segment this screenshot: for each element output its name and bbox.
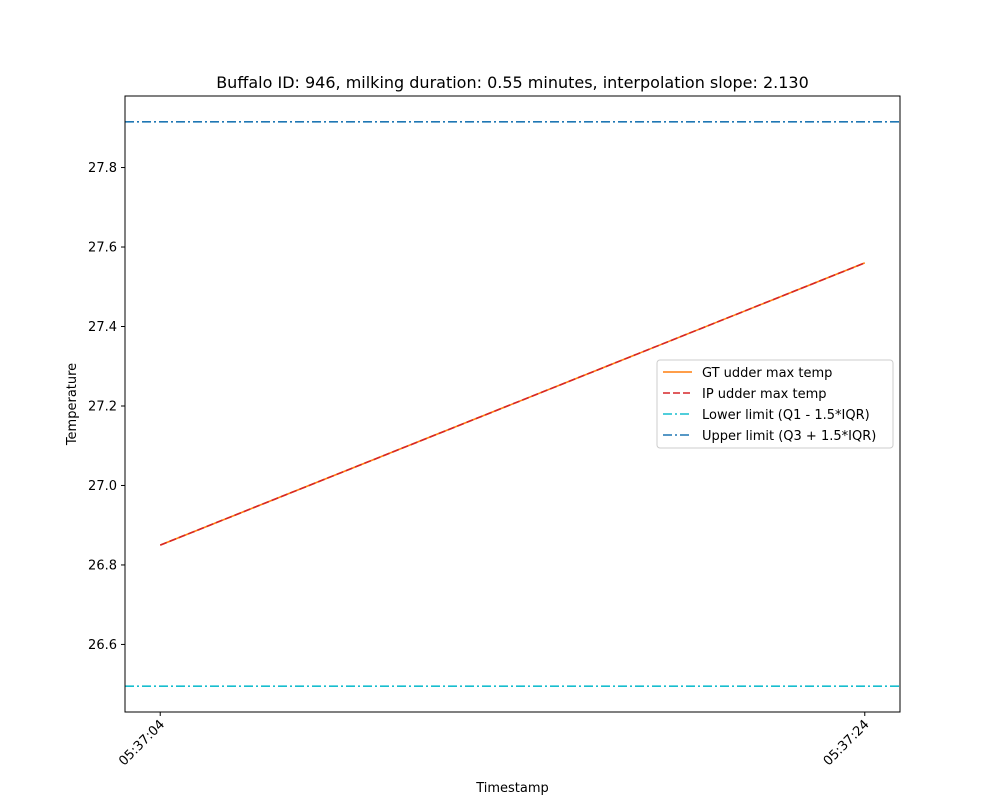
series-line-1: [159, 262, 866, 546]
x-axis: 05:37:04 05:37:24: [116, 712, 873, 769]
plot-lines: [125, 121, 900, 687]
y-tick-label: 27.6: [88, 241, 117, 256]
legend-label-2: Lower limit (Q1 - 1.5*IQR): [702, 408, 870, 423]
y-axis: 26.6 26.8 27.0 27.2 27.4 27.6 27.8: [88, 161, 125, 653]
y-tick-label: 26.6: [88, 638, 117, 653]
y-axis-label: Temperature: [65, 363, 80, 446]
y-tick-label: 26.8: [88, 558, 117, 573]
y-tick-label: 27.0: [88, 479, 117, 494]
plot-frame: [124, 95, 901, 713]
legend: GT udder max temp IP udder max temp Lower …: [656, 359, 894, 449]
x-tick-label: 05:37:04: [116, 717, 168, 769]
legend-label-3: Upper limit (Q3 + 1.5*IQR): [702, 429, 876, 444]
x-tick-label: 05:37:24: [821, 717, 873, 769]
legend-frame: [656, 359, 894, 449]
x-axis-label: Timestamp: [475, 781, 549, 796]
y-tick-label: 27.4: [88, 320, 117, 335]
y-tick-label: 27.2: [88, 399, 117, 414]
chart-title: Buffalo ID: 946, milking duration: 0.55 …: [216, 73, 809, 92]
y-tick-label: 27.8: [88, 161, 117, 176]
legend-label-0: GT udder max temp: [702, 366, 832, 381]
legend-label-1: IP udder max temp: [702, 387, 827, 402]
